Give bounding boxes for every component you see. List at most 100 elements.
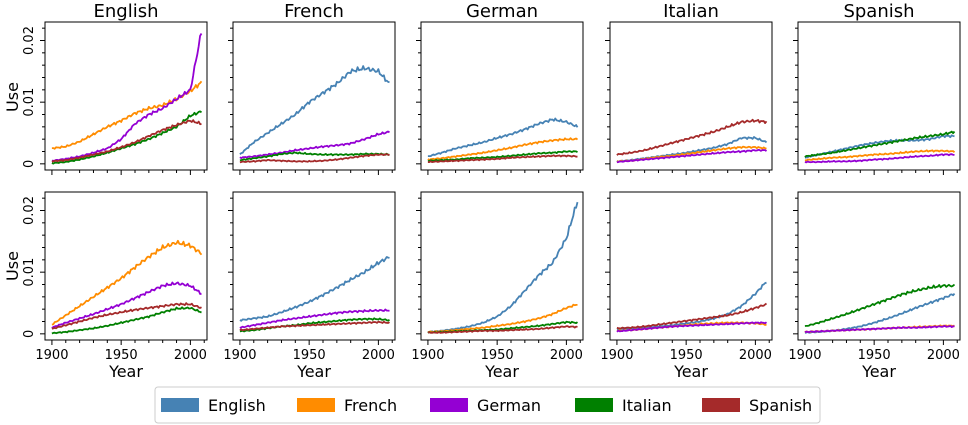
x-tick-label: 2000 [739, 348, 772, 363]
panel-1-1: 1900 1950 2000 [223, 191, 396, 363]
panel-1-0: 0 0.01 0.02 1900 1950 2000 [22, 191, 208, 363]
panel-1-3: 1900 1950 2000 [600, 191, 773, 363]
panel-frame [44, 191, 208, 341]
panel-frame [420, 21, 584, 171]
column-titles: English French German Italian Spanish [94, 1, 915, 22]
panel-title-spanish: Spanish [843, 1, 914, 22]
panel-1-4: 1900 1950 2000 [788, 191, 961, 363]
x-axis-labels: Year Year Year Year Year [108, 362, 896, 381]
panel-title-french: French [284, 1, 344, 22]
series-line-french [804, 149, 956, 162]
series-line-spanish [239, 153, 390, 164]
legend: English French German Italian Spanish [154, 386, 821, 424]
x-tick-label: 2000 [362, 348, 395, 363]
panels: 0 0.01 0.02 0 0.01 0.02 1900 1950 2000 1900 1950 20… [22, 21, 961, 363]
panel-frame [232, 191, 396, 341]
series-line-spanish [427, 154, 578, 164]
series-line-spanish [616, 302, 768, 330]
series-line-german [616, 148, 768, 164]
panel-frame [797, 21, 961, 171]
legend-swatch-german [430, 398, 468, 412]
series-line-french [427, 137, 579, 161]
series-line-german [804, 324, 955, 334]
x-tick-label: 1950 [481, 348, 514, 363]
y-tick-label: 0 [22, 330, 37, 338]
series-line-german [51, 33, 203, 162]
y-tick-label: 0.02 [22, 26, 37, 55]
series-line-english [239, 256, 390, 322]
y-tick-label: 0 [22, 160, 37, 168]
series-line-italian [804, 130, 956, 158]
panel-frame [44, 21, 208, 171]
series-line-spanish [616, 118, 768, 156]
panel-frame [609, 191, 773, 341]
x-axis-label-4: Year [673, 362, 708, 381]
series-line-spanish [51, 119, 202, 163]
legend-swatch-italian [575, 398, 613, 412]
legend-label-spanish: Spanish [749, 396, 812, 415]
series-line-german [239, 130, 390, 160]
panel-0-2 [416, 21, 584, 175]
panel-0-0: 0 0.01 0.02 [22, 21, 208, 175]
x-tick-label: 1900 [788, 348, 821, 363]
series-line-italian [804, 283, 956, 327]
x-axis-label-1: Year [108, 362, 143, 381]
series-line-french [51, 80, 203, 150]
y-axis-labels: Use Use [3, 82, 22, 281]
series-line-spanish [51, 302, 202, 330]
series-line-italian [427, 150, 578, 162]
x-tick-label: 1900 [223, 348, 256, 363]
series-line-english [427, 201, 579, 334]
legend-label-french: French [344, 396, 397, 415]
y-axis-label-top: Use [3, 82, 22, 112]
x-tick-label: 2000 [174, 348, 207, 363]
series-line-english [427, 117, 579, 158]
panel-0-3 [605, 21, 773, 175]
series-line-english [239, 65, 390, 155]
panel-title-german: German [466, 1, 538, 22]
x-tick-label: 2000 [927, 348, 960, 363]
series-line-spanish [427, 325, 578, 334]
legend-label-german: German [477, 396, 541, 415]
panel-frame [609, 21, 773, 171]
y-tick-label: 0.01 [22, 88, 37, 117]
panel-0-4 [793, 21, 961, 175]
series-line-english [804, 134, 955, 159]
y-tick-label: 0.02 [22, 196, 37, 225]
panel-frame [420, 191, 584, 341]
series-line-french [51, 239, 203, 326]
x-tick-label: 1900 [35, 348, 68, 363]
x-tick-label: 1950 [293, 348, 326, 363]
x-tick-label: 1950 [105, 348, 138, 363]
x-tick-label: 1900 [411, 348, 444, 363]
x-tick-label: 2000 [550, 348, 583, 363]
legend-swatch-english [161, 398, 199, 412]
series-line-german [616, 321, 768, 333]
series-line-german [239, 308, 390, 329]
x-tick-label: 1900 [600, 348, 633, 363]
legend-label-italian: Italian [622, 396, 672, 415]
series-line-italian [51, 306, 202, 335]
legend-frame [154, 386, 821, 424]
panel-frame [232, 21, 396, 171]
series-line-english [616, 136, 768, 163]
series-line-italian [239, 317, 390, 333]
series-line-french [427, 303, 578, 334]
series-line-italian [51, 110, 203, 165]
panel-frame [797, 191, 961, 341]
y-axis-label-bottom: Use [3, 251, 22, 281]
y-tick-label: 0.01 [22, 258, 37, 287]
panel-1-2: 1900 1950 2000 [411, 191, 584, 363]
series-line-german [804, 153, 955, 164]
legend-swatch-french [297, 398, 335, 412]
panel-title-italian: Italian [663, 1, 719, 22]
legend-label-english: English [208, 396, 266, 415]
series-line-german [51, 281, 202, 329]
legend-swatch-spanish [702, 398, 740, 412]
panel-0-1 [228, 21, 396, 175]
x-axis-label-5: Year [861, 362, 896, 381]
panel-title-english: English [94, 1, 159, 22]
series-line-spanish [239, 320, 390, 332]
series-line-italian [239, 151, 390, 162]
